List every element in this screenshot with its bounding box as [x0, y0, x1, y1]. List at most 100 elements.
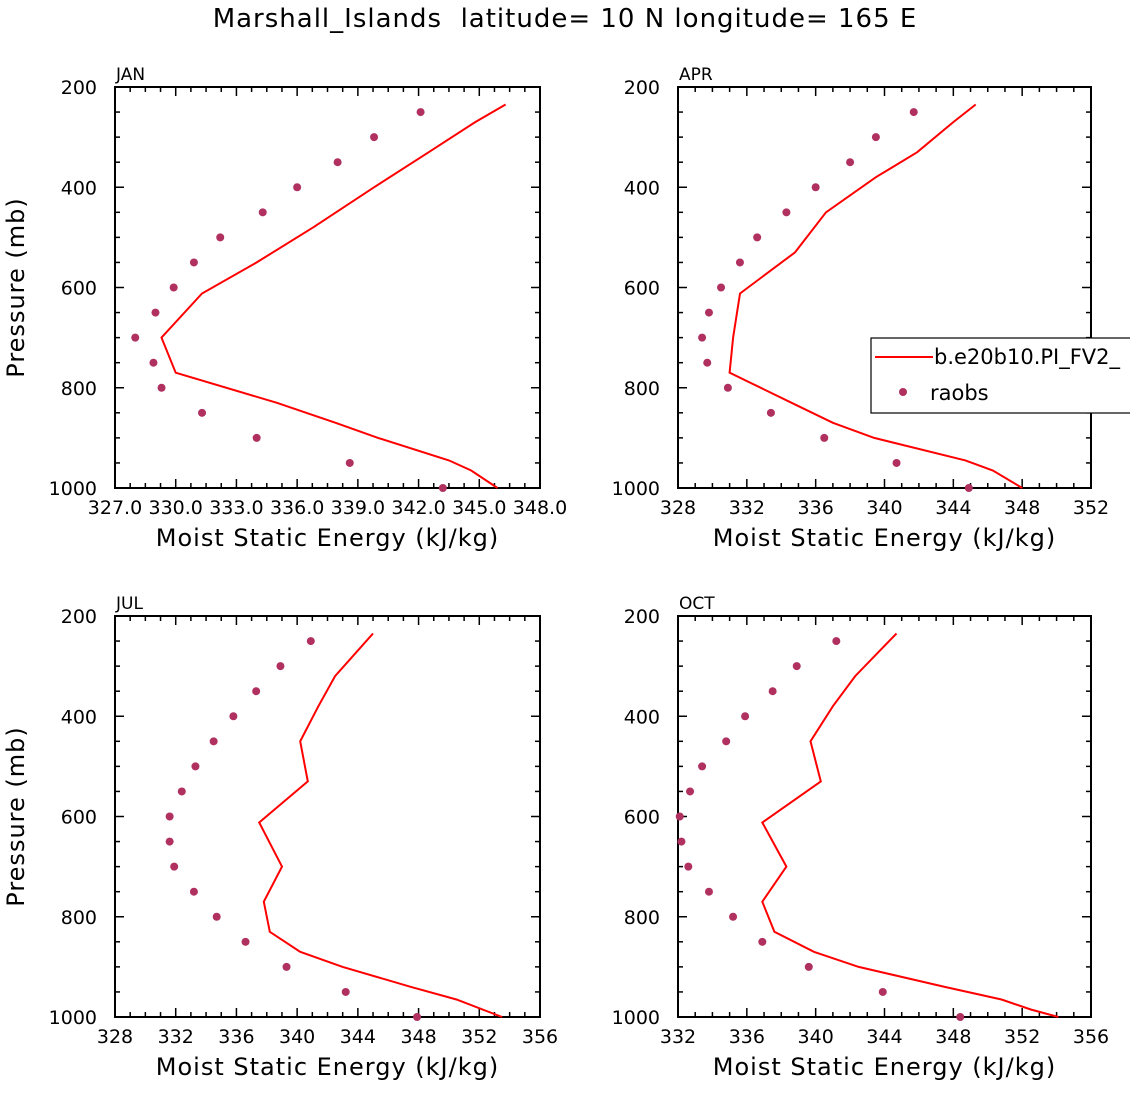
x-tick-label: 342.0 — [391, 497, 445, 519]
legend-obs-swatch — [899, 388, 907, 396]
x-tick-label: 327.0 — [88, 497, 142, 519]
obs-point — [684, 862, 693, 871]
y-tick-label: 400 — [624, 706, 660, 728]
obs-point — [717, 283, 726, 292]
obs-point — [198, 408, 207, 417]
obs-point — [703, 358, 712, 367]
obs-point — [216, 233, 225, 242]
panel-label: OCT — [679, 594, 715, 614]
obs-point — [252, 687, 261, 696]
obs-point — [165, 812, 174, 821]
obs-point — [677, 837, 686, 846]
x-tick-label: 348 — [1004, 497, 1040, 519]
model-series-line — [760, 632, 1059, 1018]
y-tick-label: 600 — [624, 278, 660, 300]
obs-point — [878, 987, 887, 996]
model-series-line — [257, 632, 503, 1018]
obs-point — [811, 183, 820, 192]
obs-point — [753, 233, 762, 242]
obs-point — [832, 637, 841, 646]
obs-point — [413, 1013, 422, 1021]
x-tick-label: 344 — [935, 497, 971, 519]
obs-point — [293, 183, 302, 192]
x-tick-label: 336.0 — [270, 497, 324, 519]
y-tick-label: 400 — [624, 177, 660, 199]
y-tick-label: 800 — [624, 378, 660, 400]
obs-point — [704, 308, 713, 317]
obs-point — [909, 108, 918, 117]
obs-point — [258, 208, 267, 217]
obs-point — [241, 937, 250, 946]
x-tick-label: 339.0 — [331, 497, 385, 519]
obs-point — [722, 737, 731, 746]
obs-point — [191, 762, 200, 771]
y-tick-label: 800 — [61, 378, 97, 400]
x-tick-label: 345.0 — [452, 497, 506, 519]
obs-point — [438, 484, 447, 492]
obs-point — [252, 433, 261, 442]
obs-point — [341, 987, 350, 996]
x-tick-label: 356 — [522, 1026, 558, 1048]
obs-point — [766, 408, 775, 417]
obs-point — [189, 887, 198, 896]
y-tick-label: 1000 — [49, 478, 97, 500]
obs-point — [698, 333, 707, 342]
obs-point — [345, 458, 354, 467]
obs-point — [768, 687, 777, 696]
x-tick-label: 332 — [729, 497, 765, 519]
obs-point — [956, 1013, 965, 1021]
plot-frame — [114, 86, 541, 489]
obs-point — [804, 962, 813, 971]
obs-point — [151, 308, 160, 317]
obs-point — [333, 158, 342, 167]
y-tick-label: 800 — [624, 907, 660, 929]
obs-point — [782, 208, 791, 217]
model-series-line — [160, 103, 507, 489]
obs-point — [758, 937, 767, 946]
obs-point — [212, 912, 221, 921]
panel-label: JUL — [115, 594, 143, 614]
x-axis-title: Moist Static Energy (kJ/kg) — [713, 1053, 1056, 1081]
x-tick-label: 352 — [1004, 1026, 1040, 1048]
y-tick-label: 600 — [61, 278, 97, 300]
panel-label: JAN — [115, 65, 145, 85]
obs-point — [370, 133, 379, 142]
obs-point — [209, 737, 218, 746]
y-tick-label: 600 — [624, 807, 660, 829]
obs-point — [892, 458, 901, 467]
y-tick-label: 400 — [61, 706, 97, 728]
obs-point — [723, 383, 732, 392]
obs-point — [704, 887, 713, 896]
obs-point — [170, 862, 179, 871]
obs-point — [820, 433, 829, 442]
y-tick-label: 400 — [61, 177, 97, 199]
legend: b.e20b10.PI_FV2_raobs — [870, 337, 1130, 414]
plot-frame — [114, 615, 541, 1018]
obs-point — [149, 358, 158, 367]
obs-point — [276, 662, 285, 671]
y-tick-label: 200 — [61, 77, 97, 99]
y-tick-label: 1000 — [612, 1007, 660, 1029]
obs-point — [675, 812, 684, 821]
x-tick-label: 332 — [660, 1026, 696, 1048]
obs-point — [964, 484, 973, 492]
x-tick-label: 340 — [279, 1026, 315, 1048]
obs-point — [157, 383, 166, 392]
obs-point — [686, 787, 695, 796]
obs-point — [846, 158, 855, 167]
x-axis-title: Moist Static Energy (kJ/kg) — [156, 524, 499, 552]
obs-point — [169, 283, 178, 292]
obs-point — [416, 108, 425, 117]
x-axis-title: Moist Static Energy (kJ/kg) — [713, 524, 1056, 552]
model-series-line — [728, 103, 1023, 489]
x-tick-label: 332 — [158, 1026, 194, 1048]
y-tick-label: 1000 — [49, 1007, 97, 1029]
x-tick-label: 348 — [935, 1026, 971, 1048]
obs-point — [165, 837, 174, 846]
plot-frame — [677, 615, 1092, 1018]
y-axis-title: Pressure (mb) — [2, 726, 30, 906]
